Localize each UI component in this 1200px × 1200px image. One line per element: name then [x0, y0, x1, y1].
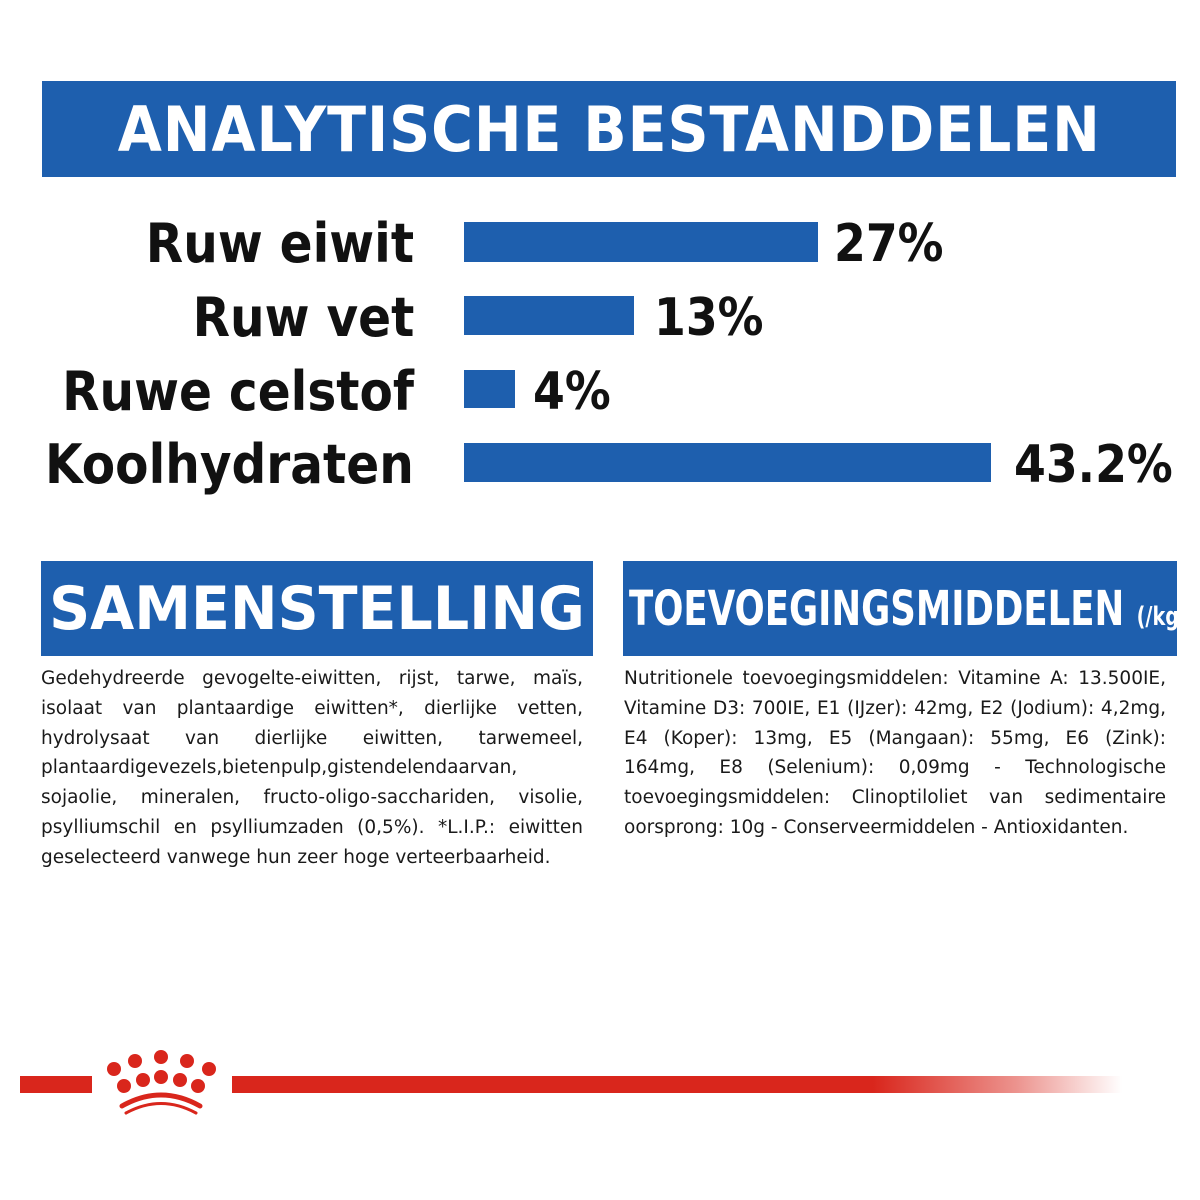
- row-value: 13%: [654, 288, 764, 348]
- section-header-analytics: ANALYTISCHE BESTANDDELEN: [42, 81, 1176, 177]
- additives-title: TOEVOEGINGSMIDDELEN: [629, 580, 1125, 637]
- row-bar: [464, 443, 991, 482]
- footer-red-line-left: [20, 1076, 92, 1093]
- additives-text: Nutritionele toevoegingsmiddelen: Vitami…: [624, 668, 1166, 838]
- row-value: 43.2%: [1014, 435, 1173, 495]
- analytics-row: Koolhydraten 43.2%: [0, 437, 1200, 494]
- row-label: Ruw vet: [192, 286, 414, 349]
- analytics-row: Ruw vet 13%: [0, 290, 1200, 347]
- row-value: 27%: [834, 214, 944, 274]
- composition-title: SAMENSTELLING: [49, 573, 585, 644]
- section-header-composition: SAMENSTELLING: [41, 561, 593, 656]
- analytics-title: ANALYTISCHE BESTANDDELEN: [117, 92, 1101, 166]
- composition-text: Gedehydreerde gevogelte-eiwitten, rijst,…: [41, 668, 583, 868]
- row-bar: [464, 370, 515, 408]
- row-label: Koolhydraten: [45, 433, 414, 496]
- row-value: 4%: [533, 362, 611, 422]
- row-label: Ruwe celstof: [62, 360, 414, 423]
- section-header-additives: TOEVOEGINGSMIDDELEN (/kg): [623, 561, 1188, 656]
- analytics-row: Ruw eiwit 27%: [0, 216, 1200, 273]
- footer-red-line-right: [232, 1076, 1122, 1093]
- row-bar: [464, 296, 634, 335]
- analytics-row: Ruwe celstof 4%: [0, 364, 1200, 421]
- crown-icon: [107, 1050, 216, 1115]
- additives-unit: (/kg): [1136, 601, 1188, 632]
- row-label: Ruw eiwit: [145, 212, 414, 275]
- additives-heading: TOEVOEGINGSMIDDELEN (/kg): [629, 581, 1188, 637]
- row-bar: [464, 222, 818, 262]
